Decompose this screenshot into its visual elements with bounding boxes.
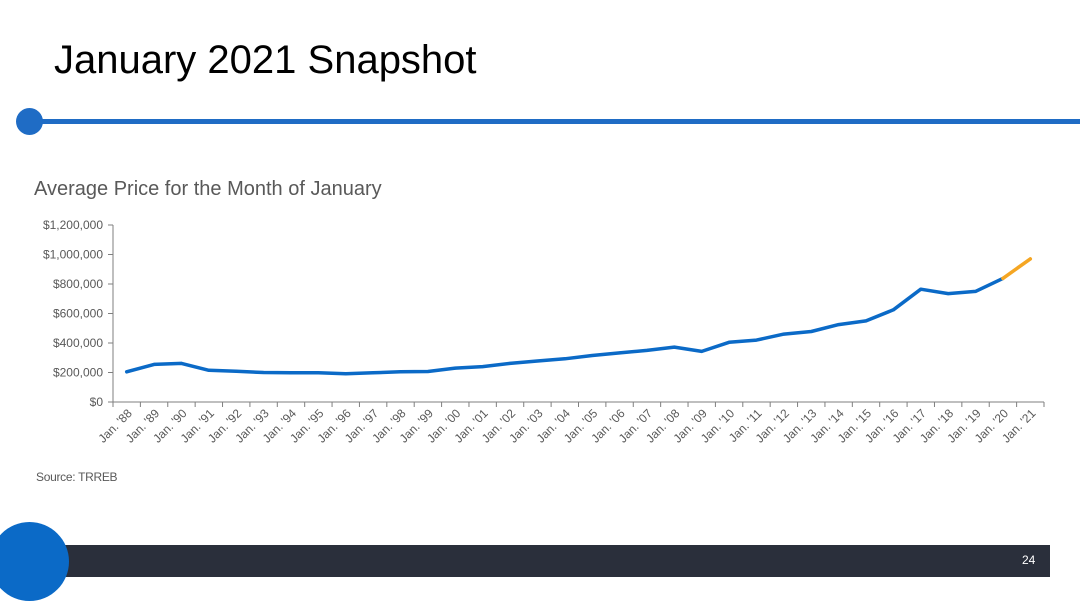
data-point <box>618 351 622 355</box>
data-point <box>399 370 403 374</box>
data-point <box>754 338 758 342</box>
data-point <box>809 329 813 333</box>
price-line-chart: $0 $200,000 $400,000 $600,000 $800,000 $1,000… <box>43 218 1045 446</box>
y-tick-label: $600,000 <box>53 307 103 321</box>
data-point <box>234 369 238 373</box>
y-tick-label: $1,000,000 <box>43 248 103 262</box>
data-point <box>535 359 539 363</box>
data-point <box>864 319 868 323</box>
data-point <box>563 357 567 361</box>
data-point <box>371 371 375 375</box>
chart-title: Average Price for the Month of January <box>34 178 382 200</box>
data-point <box>179 361 183 365</box>
data-point <box>152 362 156 366</box>
data-point <box>1028 257 1032 261</box>
slide-title: January 2021 Snapshot <box>54 38 477 82</box>
page-number: 24 <box>1022 553 1036 567</box>
y-tick-label: $800,000 <box>53 277 103 291</box>
data-point <box>453 366 457 370</box>
data-point <box>289 371 293 375</box>
data-point <box>946 292 950 296</box>
data-point <box>837 323 841 327</box>
footer-bar <box>30 545 1050 577</box>
data-point <box>1001 276 1005 280</box>
data-point <box>508 361 512 365</box>
data-point <box>426 369 430 373</box>
data-point <box>316 371 320 375</box>
footer-circle-decoration <box>0 522 69 601</box>
data-point <box>672 345 676 349</box>
data-point <box>645 348 649 352</box>
y-tick-label: $0 <box>90 395 104 409</box>
data-point <box>344 372 348 376</box>
data-point <box>481 365 485 369</box>
data-point <box>727 340 731 344</box>
title-divider-dot <box>16 108 43 135</box>
y-tick-label: $400,000 <box>53 336 103 350</box>
data-point <box>782 332 786 336</box>
data-point <box>919 287 923 291</box>
source-note: Source: TRREB <box>36 470 118 484</box>
data-point <box>125 370 129 374</box>
data-point <box>974 289 978 293</box>
latest-year-segment <box>1001 257 1033 281</box>
data-point <box>262 371 266 374</box>
data-point <box>700 349 704 353</box>
data-point <box>590 354 594 358</box>
y-tick-label: $200,000 <box>53 366 103 380</box>
y-tick-label: $1,200,000 <box>43 218 103 232</box>
title-divider-line <box>30 119 1080 124</box>
data-point <box>207 368 211 372</box>
data-point <box>891 308 895 312</box>
